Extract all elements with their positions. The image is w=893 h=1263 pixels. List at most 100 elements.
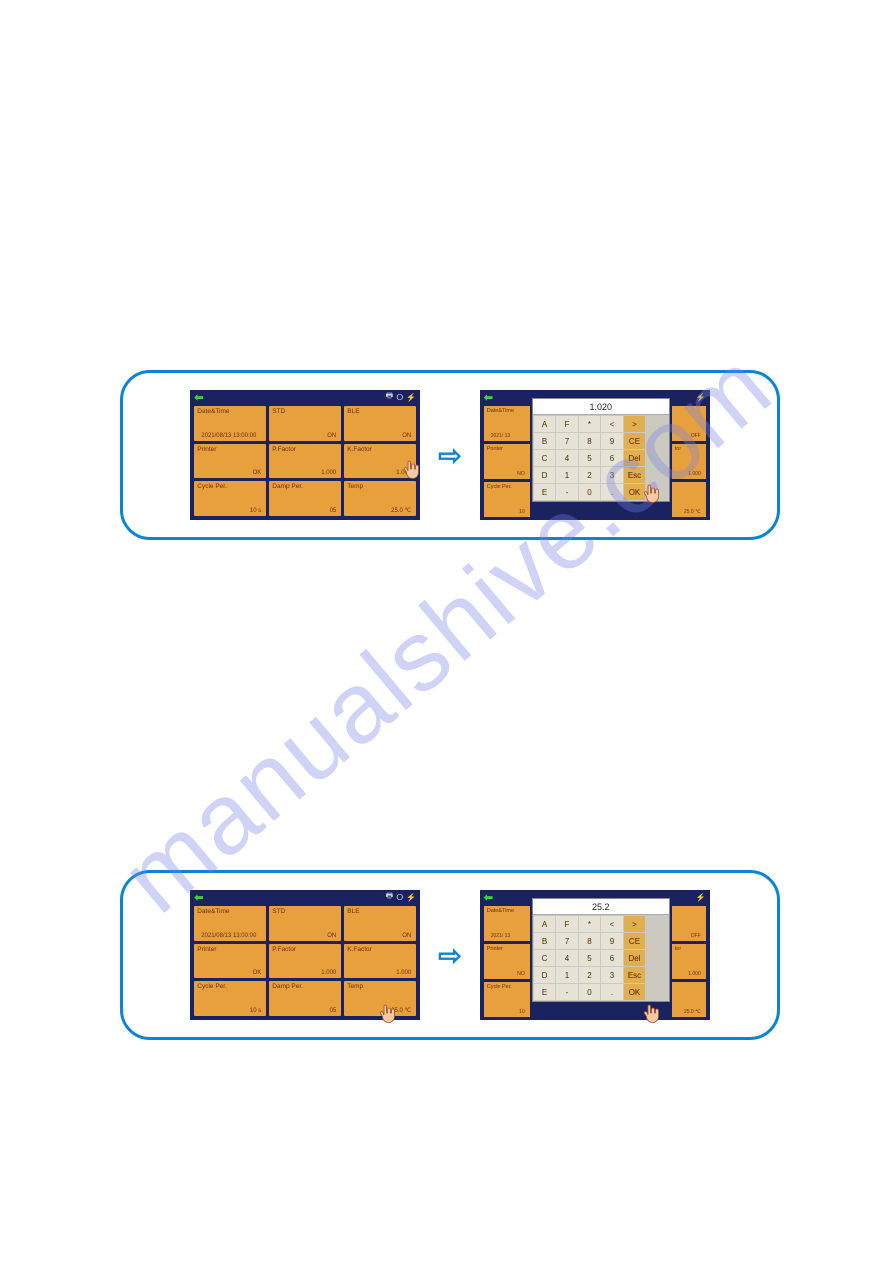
back-arrow-icon[interactable]: ⬅ [194,891,203,904]
plug-icon: ⚡ [406,393,416,402]
tile-datetime[interactable]: Date&Time2021/ 13 [484,406,530,441]
key-6[interactable]: 6 [601,450,623,466]
tile-std[interactable]: STDON [269,906,341,941]
side-tiles-left: Date&Time2021/ 13 PrinterNO Cycle Per.10 [484,406,530,517]
numeric-keypad: 25.2 A F * < > B 7 8 9 CE C 4 5 6 Del [532,898,670,1002]
side-tiles-right: OFF tor1.000 25.0 ℃ [672,906,706,1017]
key-0[interactable]: 0 [579,484,601,500]
tile-temp[interactable]: Temp25.0 ℃ [344,481,416,516]
tile-temp-peek[interactable]: 25.0 ℃ [672,982,706,1017]
settings-screen-keypad: ⬅ ⚡ Date&Time2021/ 13 PrinterNO Cycle Pe… [480,890,710,1020]
key-dot[interactable]: . [601,484,623,500]
key-A[interactable]: A [534,416,556,432]
key-9[interactable]: 9 [601,933,623,949]
key-B[interactable]: B [534,433,556,449]
tile-dampper[interactable]: Damp Per.05 [269,481,341,516]
key-1[interactable]: 1 [556,967,578,983]
key-5[interactable]: 5 [579,450,601,466]
tile-ble[interactable]: BLEON [344,906,416,941]
tile-datetime[interactable]: Date&Time2021/08/13 13:00:00 [194,406,266,441]
key-E[interactable]: E [534,984,556,1000]
tile-printer[interactable]: PrinterNO [484,444,530,479]
key-2[interactable]: 2 [579,967,601,983]
keypad-display: 1.020 [533,399,669,415]
key-A[interactable]: A [534,916,556,932]
key-4[interactable]: 4 [556,450,578,466]
key-3[interactable]: 3 [601,467,623,483]
key-D[interactable]: D [534,967,556,983]
key-dot[interactable]: . [601,984,623,1000]
key-0[interactable]: 0 [579,984,601,1000]
key-lt[interactable]: < [601,916,623,932]
key-C[interactable]: C [534,450,556,466]
key-minus[interactable]: - [556,484,578,500]
key-F[interactable]: F [556,916,578,932]
tile-cycleper[interactable]: Cycle Per.10 [484,982,530,1017]
key-Del[interactable]: Del [624,450,646,466]
key-Esc[interactable]: Esc [624,967,646,983]
tile-kfactor[interactable]: K.Factor1.000 [344,944,416,979]
printer-icon: 🖶 [386,890,394,904]
key-star[interactable]: * [579,916,601,932]
key-D[interactable]: D [534,467,556,483]
keypad-keys-grid: A F * < > B 7 8 9 CE C 4 5 6 Del D 1 [533,915,669,1001]
tile-temp-peek[interactable]: 25.0 ℃ [672,482,706,517]
tile-pfactor[interactable]: P.Factor1.000 [269,944,341,979]
key-E[interactable]: E [534,484,556,500]
header-status-icons: ⚡ [696,393,706,402]
key-8[interactable]: 8 [579,433,601,449]
tile-pfactor[interactable]: P.Factor1.000 [269,444,341,479]
tile-ble-peek[interactable]: OFF [672,906,706,941]
key-lt[interactable]: < [601,416,623,432]
key-CE[interactable]: CE [624,933,646,949]
key-gt[interactable]: > [624,416,646,432]
key-CE[interactable]: CE [624,433,646,449]
key-7[interactable]: 7 [556,433,578,449]
key-Del[interactable]: Del [624,950,646,966]
tile-cycleper[interactable]: Cycle Per.10 s [194,481,266,516]
figure-kfactor: ⬅ 🖶 ⵔ ⚡ Date&Time2021/08/13 13:00:00 STD… [120,370,780,540]
key-5[interactable]: 5 [579,950,601,966]
tile-kfactor-peek[interactable]: tor1.000 [672,444,706,479]
printer-icon: 🖶 [386,390,394,404]
key-6[interactable]: 6 [601,950,623,966]
key-Esc[interactable]: Esc [624,467,646,483]
back-arrow-icon[interactable]: ⬅ [484,391,493,404]
tile-cycleper[interactable]: Cycle Per.10 [484,482,530,517]
key-minus[interactable]: - [556,984,578,1000]
tile-printer[interactable]: PrinterNO [484,944,530,979]
key-gt[interactable]: > [624,916,646,932]
key-C[interactable]: C [534,950,556,966]
key-7[interactable]: 7 [556,933,578,949]
tile-dampper[interactable]: Damp Per.05 [269,981,341,1016]
key-9[interactable]: 9 [601,433,623,449]
key-3[interactable]: 3 [601,967,623,983]
back-arrow-icon[interactable]: ⬅ [484,891,493,904]
transition-arrow-icon: ⇨ [438,939,461,972]
tile-ble-peek[interactable]: OFF [672,406,706,441]
key-star[interactable]: * [579,416,601,432]
tile-printer[interactable]: PrinterOK [194,444,266,479]
plug-icon: ⚡ [696,393,706,402]
tile-std[interactable]: STDON [269,406,341,441]
key-B[interactable]: B [534,933,556,949]
tile-datetime[interactable]: Date&Time2021/08/13 13:00:00 [194,906,266,941]
bluetooth-icon: ⵔ [396,393,403,402]
tile-kfactor-peek[interactable]: tor1.000 [672,944,706,979]
key-2[interactable]: 2 [579,467,601,483]
key-4[interactable]: 4 [556,950,578,966]
tile-printer[interactable]: PrinterOK [194,944,266,979]
tile-datetime[interactable]: Date&Time2021/ 13 [484,906,530,941]
key-OK[interactable]: OK [624,984,646,1000]
key-1[interactable]: 1 [556,467,578,483]
key-F[interactable]: F [556,416,578,432]
settings-screen-before: ⬅ 🖶 ⵔ ⚡ Date&Time2021/08/13 13:00:00 STD… [190,890,420,1020]
tile-cycleper[interactable]: Cycle Per.10 s [194,981,266,1016]
tap-pointer-icon [376,1002,400,1026]
back-arrow-icon[interactable]: ⬅ [194,391,203,404]
tile-ble[interactable]: BLEON [344,406,416,441]
screen-header: ⬅ 🖶 ⵔ ⚡ [190,390,420,404]
key-8[interactable]: 8 [579,933,601,949]
settings-screen-before: ⬅ 🖶 ⵔ ⚡ Date&Time2021/08/13 13:00:00 STD… [190,390,420,520]
tap-pointer-icon [640,482,664,506]
